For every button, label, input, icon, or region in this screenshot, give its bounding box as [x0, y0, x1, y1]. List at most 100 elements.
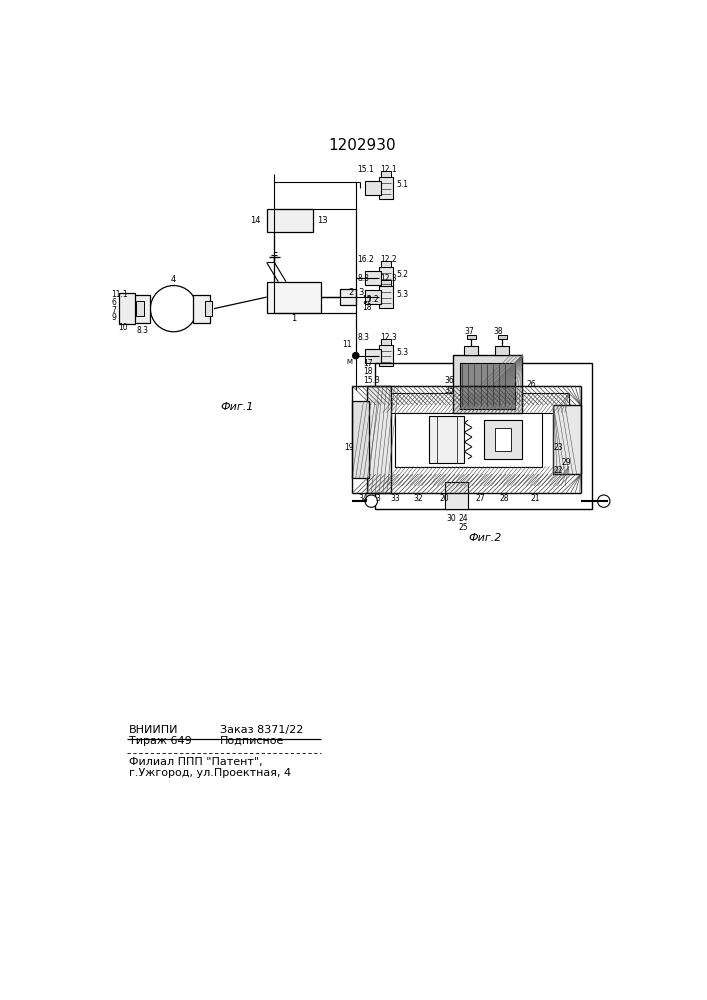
Text: 5.3: 5.3 [396, 290, 408, 299]
Bar [365, 271, 380, 285]
Text: 1202930: 1202930 [328, 138, 396, 153]
Text: 17: 17 [362, 296, 372, 305]
Bar [267, 282, 321, 312]
Bar [464, 346, 478, 355]
Bar [467, 335, 476, 339]
Text: 4: 4 [171, 275, 176, 284]
Text: 33: 33 [391, 494, 400, 503]
Bar [379, 267, 393, 289]
Text: 12.2: 12.2 [380, 255, 397, 264]
Circle shape [365, 495, 378, 507]
Text: 14: 14 [250, 216, 260, 225]
Text: 8.3: 8.3 [357, 274, 369, 283]
Circle shape [353, 353, 359, 359]
Text: 18: 18 [362, 303, 371, 312]
Bar [452, 355, 522, 413]
Bar [379, 177, 393, 199]
Text: 23: 23 [554, 443, 563, 452]
Text: 11.1: 11.1 [112, 290, 128, 299]
Bar [554, 405, 580, 474]
Text: 22: 22 [554, 466, 563, 475]
Text: 3: 3 [358, 288, 363, 297]
Bar [381, 171, 391, 177]
Bar [445, 482, 468, 509]
Text: 3: 3 [375, 494, 380, 503]
Bar [460, 363, 515, 409]
Text: 7: 7 [112, 306, 117, 315]
Text: 36: 36 [445, 376, 455, 385]
Text: Заказ 8371/22: Заказ 8371/22 [220, 725, 303, 735]
Bar [379, 345, 393, 366]
Text: 12.3: 12.3 [380, 274, 397, 283]
Text: ВНИИПИ: ВНИИПИ [129, 725, 178, 735]
Text: 37: 37 [464, 327, 474, 336]
Text: 15.1: 15.1 [357, 165, 374, 174]
Text: 19: 19 [344, 443, 354, 452]
Text: 9: 9 [112, 313, 117, 322]
Bar [340, 289, 356, 305]
Bar [495, 346, 509, 355]
Bar [383, 393, 569, 413]
Bar [395, 413, 542, 466]
Text: 5.2: 5.2 [396, 270, 408, 279]
Bar [498, 335, 507, 339]
Text: 26: 26 [526, 380, 536, 389]
Text: 25: 25 [459, 523, 469, 532]
Bar [495, 428, 510, 451]
Text: 18: 18 [363, 367, 373, 376]
Text: 15.3: 15.3 [363, 376, 380, 385]
Text: 27: 27 [476, 494, 486, 503]
Text: 15.2: 15.2 [362, 295, 379, 304]
Text: 12.1: 12.1 [380, 165, 397, 174]
Bar [365, 349, 380, 363]
Text: Фиг.1: Фиг.1 [220, 402, 254, 412]
Text: 16.2: 16.2 [357, 255, 374, 264]
Text: 20: 20 [440, 494, 449, 503]
Bar [352, 401, 369, 478]
Text: 32: 32 [414, 494, 423, 503]
Text: 11: 11 [341, 340, 351, 349]
Bar [381, 261, 391, 267]
Bar [136, 301, 144, 316]
Bar [375, 363, 592, 509]
Text: Подписное: Подписное [220, 736, 284, 746]
Bar [193, 295, 210, 323]
Text: 21: 21 [530, 494, 539, 503]
Bar [274, 209, 356, 312]
Bar [365, 290, 380, 304]
Bar [267, 209, 313, 232]
Text: 13: 13 [317, 216, 327, 225]
Text: 17: 17 [363, 359, 373, 368]
Text: 35: 35 [445, 386, 455, 395]
Text: 28: 28 [499, 494, 508, 503]
Bar [365, 181, 380, 195]
Text: 5.3: 5.3 [396, 348, 408, 357]
Bar [368, 386, 391, 493]
Bar [429, 416, 464, 463]
Text: 2: 2 [348, 288, 354, 297]
Text: 30: 30 [446, 514, 456, 523]
Bar [119, 293, 135, 324]
Bar [379, 286, 393, 308]
Text: 10: 10 [118, 323, 127, 332]
Text: 24: 24 [459, 514, 469, 523]
Text: 12.3: 12.3 [380, 333, 397, 342]
Text: Тираж 649: Тираж 649 [129, 736, 192, 746]
Text: 34: 34 [358, 494, 368, 503]
Text: 5.1: 5.1 [396, 180, 408, 189]
Text: г.Ужгород, ул.Проектная, 4: г.Ужгород, ул.Проектная, 4 [129, 768, 291, 778]
Circle shape [597, 495, 610, 507]
Text: 6: 6 [112, 298, 117, 307]
Text: Фиг.2: Фиг.2 [468, 533, 501, 543]
Text: Филиал ППП "Патент",: Филиал ППП "Патент", [129, 757, 262, 767]
Text: 38: 38 [493, 327, 503, 336]
Bar [204, 301, 212, 316]
Bar [381, 339, 391, 345]
Text: 8.3: 8.3 [136, 326, 148, 335]
Text: 1: 1 [291, 314, 296, 323]
Bar [134, 295, 151, 323]
Bar [381, 280, 391, 286]
Text: 8.3: 8.3 [357, 333, 369, 342]
Bar [484, 420, 522, 459]
Text: 29: 29 [561, 458, 571, 467]
